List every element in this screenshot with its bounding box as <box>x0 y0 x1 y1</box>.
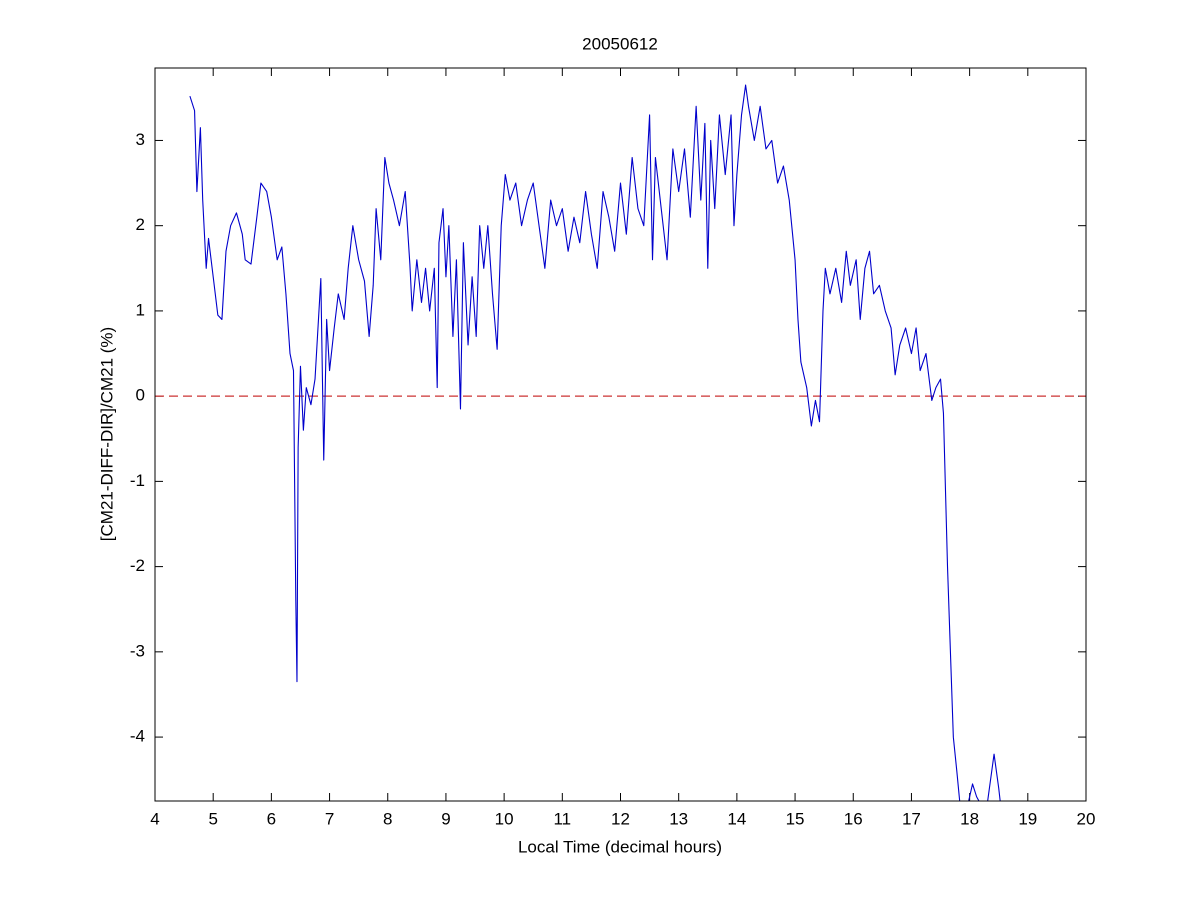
x-tick-label: 14 <box>727 809 746 828</box>
x-tick-label: 11 <box>553 809 571 828</box>
y-axis-label: [CM21-DIFF-DIR]/CM21 (%) <box>97 327 116 541</box>
y-tick-label: 1 <box>136 300 145 319</box>
x-tick-label: 9 <box>441 809 450 828</box>
x-axis-label: Local Time (decimal hours) <box>518 837 722 856</box>
y-tick-label: -4 <box>130 727 145 746</box>
x-tick-label: 17 <box>902 809 921 828</box>
y-tick-label: -2 <box>130 556 145 575</box>
y-tick-label: 0 <box>136 386 145 405</box>
y-tick-label: 3 <box>136 130 145 149</box>
x-tick-label: 19 <box>1018 809 1037 828</box>
x-tick-label: 16 <box>844 809 863 828</box>
x-tick-label: 15 <box>786 809 805 828</box>
x-tick-label: 7 <box>325 809 334 828</box>
x-tick-label: 6 <box>267 809 276 828</box>
y-tick-label: -3 <box>130 641 145 660</box>
x-tick-label: 10 <box>495 809 514 828</box>
x-tick-label: 18 <box>960 809 979 828</box>
x-tick-label: 20 <box>1077 809 1096 828</box>
plot-area <box>155 84 1086 801</box>
x-tick-label: 8 <box>383 809 392 828</box>
axes-frame <box>154 67 1087 802</box>
x-tick-label: 4 <box>150 809 159 828</box>
chart-title: 20050612 <box>582 34 658 53</box>
data-line <box>189 84 1001 801</box>
x-tick-label: 13 <box>669 809 688 828</box>
x-tick-label: 5 <box>208 809 217 828</box>
y-tick-label: 2 <box>136 215 145 234</box>
y-tick-label: -1 <box>130 471 145 490</box>
x-tick-label: 12 <box>611 809 630 828</box>
